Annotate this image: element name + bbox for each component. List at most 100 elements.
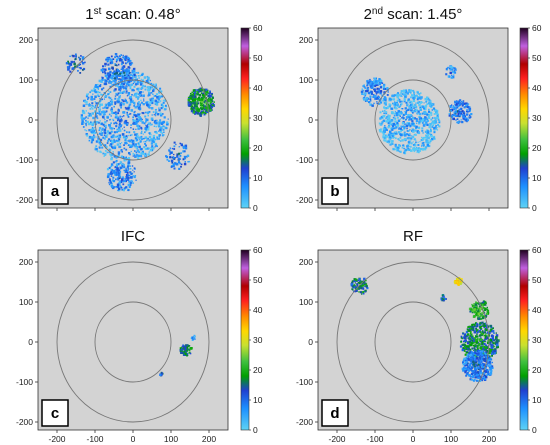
echo-pixel <box>193 334 196 337</box>
echo-pixel <box>125 148 128 151</box>
echo-pixel <box>111 75 113 77</box>
echo-pixel <box>362 285 364 288</box>
echo-pixel <box>415 109 417 112</box>
echo-pixel <box>112 118 114 120</box>
echo-pixel <box>462 362 466 366</box>
echo-pixel <box>98 84 102 88</box>
echo-pixel <box>415 109 418 112</box>
echo-pixel <box>483 374 486 377</box>
echo-pixel <box>122 135 126 139</box>
echo-pixel <box>112 179 114 181</box>
echo-pixel <box>468 365 471 368</box>
echo-pixel <box>465 117 468 120</box>
echo-pixel <box>480 353 482 356</box>
echo-pixel <box>358 281 361 283</box>
echo-pixel <box>133 113 135 116</box>
echo-pixel <box>113 77 115 80</box>
echo-pixel <box>368 101 370 104</box>
echo-pixel <box>430 104 433 107</box>
echo-pixel <box>141 138 143 141</box>
echo-pixel <box>421 147 424 151</box>
echo-pixel <box>139 74 142 77</box>
echo-pixel <box>433 131 436 134</box>
echo-pixel <box>108 103 111 107</box>
echo-pixel <box>155 121 158 125</box>
echo-pixel <box>201 89 205 92</box>
echo-pixel <box>395 120 397 123</box>
echo-pixel <box>466 354 469 357</box>
colorbar-tick-label: 60 <box>253 23 263 33</box>
echo-pixel <box>94 106 96 109</box>
echo-pixel <box>126 70 129 73</box>
echo-pixel <box>479 368 482 370</box>
echo-pixel <box>127 116 130 118</box>
echo-pixel <box>465 364 468 367</box>
echo-pixel <box>472 372 475 374</box>
echo-pixel <box>187 98 191 102</box>
echo-pixel <box>407 130 410 132</box>
echo-pixel <box>461 105 464 107</box>
echo-pixel <box>489 363 492 365</box>
echo-pixel <box>93 135 96 139</box>
echo-pixel <box>397 131 401 134</box>
echo-pixel <box>482 372 485 375</box>
echo-pixel <box>425 135 427 137</box>
echo-pixel <box>125 156 127 158</box>
colorbar-tick-label: 20 <box>253 365 263 375</box>
echo-pixel <box>176 155 179 158</box>
range-ring-200 <box>336 39 490 201</box>
echo-pixel <box>433 127 436 130</box>
echo-pixel <box>141 86 144 90</box>
echo-pixel <box>481 339 484 341</box>
echo-pixel <box>189 94 192 97</box>
echo-pixel <box>471 370 474 373</box>
echo-pixel <box>396 122 399 125</box>
echo-pixel <box>453 280 457 284</box>
echo-pixel <box>363 283 366 285</box>
echo-pixel <box>124 122 126 125</box>
echo-pixel <box>399 136 402 139</box>
echo-pixel <box>419 109 422 111</box>
echo-pixel <box>204 90 207 93</box>
echo-pixel <box>169 151 171 154</box>
echo-pixel <box>84 61 86 64</box>
echo-pixel <box>189 352 192 355</box>
echo-pixel <box>399 94 402 97</box>
echo-pixel <box>462 361 465 364</box>
echo-pixel <box>95 145 98 148</box>
echo-pixel <box>442 296 444 299</box>
echo-pixel <box>477 359 480 361</box>
echo-pixel <box>107 73 110 77</box>
echo-pixel <box>147 93 151 96</box>
echo-pixel <box>129 113 131 115</box>
echo-pixel <box>466 109 468 111</box>
echo-pixel <box>460 340 463 343</box>
echo-pixel <box>371 84 373 86</box>
echo-pixel <box>99 103 101 106</box>
echo-pixel <box>468 367 472 371</box>
echo-pixel <box>94 85 97 88</box>
echo-pixel <box>376 91 379 94</box>
echo-pixel <box>189 97 193 100</box>
echo-pixel <box>465 105 468 108</box>
echo-pixel <box>144 85 146 88</box>
echo-pixel <box>98 141 101 144</box>
echo-pixel <box>402 125 405 128</box>
echo-pixel <box>489 368 492 371</box>
echo-pixel <box>161 121 165 124</box>
echo-pixel <box>128 80 131 83</box>
echo-pixel <box>425 141 428 144</box>
echo-pixel <box>130 127 132 129</box>
echo-pixel <box>91 107 94 110</box>
echo-pixel <box>102 79 104 81</box>
echo-pixel <box>131 181 133 183</box>
echo-pixel <box>464 359 467 362</box>
echo-pixel <box>481 343 483 345</box>
echo-pixel <box>483 315 485 318</box>
echo-pixel <box>186 354 189 357</box>
echo-pixel <box>112 180 116 183</box>
echo-pixel <box>110 77 113 79</box>
echo-pixel <box>460 107 463 110</box>
echo-pixel <box>412 141 414 143</box>
echo-pixel <box>446 68 448 70</box>
